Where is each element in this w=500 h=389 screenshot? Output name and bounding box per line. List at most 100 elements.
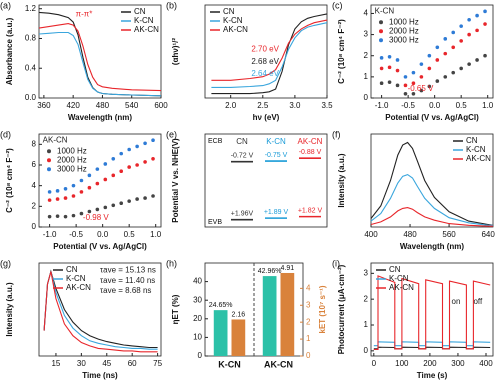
legend-marker — [379, 38, 383, 43]
point — [395, 58, 400, 62]
x-tick-label: -1.0 — [43, 230, 57, 239]
point — [55, 214, 60, 218]
point — [71, 183, 76, 188]
point — [451, 45, 456, 50]
level-name: ECB — [208, 138, 223, 145]
point — [103, 177, 108, 182]
point — [111, 203, 116, 208]
x-tick-label: 640 — [481, 230, 495, 239]
panel: (a) Wavelength (nm) Absorbance (a.u.) 360 42… — [0, 0, 168, 122]
series-line — [38, 31, 162, 97]
point — [483, 53, 487, 58]
y2-tick-label: 4 — [306, 283, 311, 292]
level-label: -0.72 V — [231, 153, 254, 160]
point — [55, 197, 60, 201]
level-label: -0.88 V — [299, 149, 322, 156]
plot-frame — [38, 262, 162, 357]
point — [427, 66, 432, 71]
series-line — [373, 275, 491, 351]
y-axis-title: Potential V vs. NHE(V) — [171, 138, 180, 223]
point — [119, 201, 124, 206]
annotation: off — [473, 297, 483, 306]
level-label: -0.75 V — [265, 152, 288, 159]
x-tick-label: 100 — [395, 359, 409, 368]
point — [103, 162, 108, 166]
point — [63, 186, 68, 191]
panel-label: (h) — [166, 258, 177, 268]
y-tick-label: 4 — [364, 9, 369, 18]
x-tick-label: 45 — [102, 359, 111, 368]
point — [87, 209, 92, 214]
y-axis-title: (αhν)¹/² — [171, 38, 180, 65]
point — [63, 196, 68, 200]
legend-label: K-CN — [66, 274, 86, 283]
point — [411, 91, 416, 96]
point — [451, 30, 456, 35]
point — [387, 80, 392, 84]
x-axis-title: Time (s) — [417, 371, 448, 380]
category-label: K-CN — [266, 137, 286, 146]
point — [87, 173, 92, 178]
value-label: 42.96% — [258, 268, 282, 275]
series-line — [370, 173, 493, 226]
point — [427, 84, 432, 89]
x-axis-title: hν (eV) — [253, 113, 280, 122]
y-tick-label: 10 — [193, 333, 202, 342]
legend-label: AK-CN — [389, 283, 414, 292]
point — [379, 66, 384, 71]
point — [483, 9, 487, 14]
annotation: τave = 15.13 ns — [100, 266, 156, 275]
x-axis-title: Wavelength (nm) — [68, 113, 132, 122]
x-tick-label: 480 — [96, 101, 110, 110]
panel-label: (g) — [0, 258, 11, 268]
legend-label: 2000 Hz — [389, 26, 419, 35]
point — [451, 70, 456, 75]
point — [95, 167, 100, 171]
legend-label: 3000 Hz — [57, 164, 87, 173]
x-tick-label: 0.5 — [124, 230, 136, 239]
x-tick-label: -0.5 — [69, 230, 83, 239]
legend-label: 1000 Hz — [389, 17, 419, 26]
y-tick-label: 0 — [364, 346, 369, 355]
x-tick-label: AK-CN — [264, 359, 293, 369]
level-label: +1.89 V — [264, 209, 289, 216]
point — [411, 81, 416, 86]
point — [403, 91, 408, 96]
point — [467, 32, 471, 37]
value-label: 24.65% — [209, 302, 233, 309]
y-tick-label: 30 — [193, 295, 202, 304]
point — [47, 214, 52, 219]
y2-axis-title: kET (10⁷ s⁻¹) — [318, 285, 327, 333]
legend-marker — [47, 167, 51, 172]
y-tick-label: 0 — [32, 222, 37, 231]
annotation: -0.98 V — [83, 213, 109, 222]
point — [143, 160, 147, 164]
panel-label: (f) — [332, 129, 341, 139]
panel: (c) Potential (V vs. Ag/AgCl) C⁻² (10⁸ cm⁴… — [332, 0, 494, 122]
point — [419, 75, 424, 79]
point — [127, 165, 131, 169]
annotation: τave = 8.68 ns — [100, 286, 151, 295]
point — [95, 181, 100, 186]
point — [127, 147, 131, 152]
x-axis-title: Potential (V vs. Ag/AgCl) — [53, 242, 147, 251]
y-tick-label: 20 — [193, 314, 202, 323]
point — [111, 173, 116, 178]
point — [395, 68, 400, 73]
panel: (b) hν (eV) (αhν)¹/² 2.0 2.5 3.0 3.5 CNK-CNAK-C… — [166, 0, 333, 122]
x-tick-label: 0.0 — [429, 101, 441, 110]
point — [79, 178, 84, 183]
annotation: 2.70 eV — [251, 45, 279, 54]
level-label: +1.96V — [231, 210, 254, 217]
point — [403, 75, 408, 79]
panel-label: (c) — [332, 0, 343, 10]
series-line — [370, 207, 493, 227]
x-tick-label: 420 — [66, 101, 80, 110]
point — [151, 157, 155, 161]
legend-label: K-CN — [134, 16, 154, 25]
point — [395, 83, 400, 88]
legend-marker — [379, 29, 383, 34]
y-axis-title: Photocurrent (μA·cm⁻²) — [337, 264, 346, 354]
point — [79, 211, 84, 216]
